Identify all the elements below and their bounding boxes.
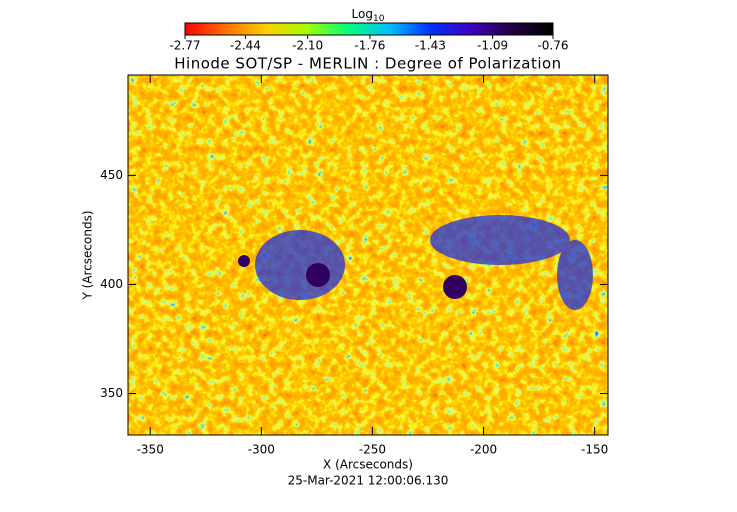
image-area	[128, 75, 608, 435]
colorbar-tick-label: -2.44	[230, 39, 261, 53]
region-blob	[557, 240, 593, 310]
colorbar-tick-label: -1.09	[477, 39, 508, 53]
colorbar-tick-label: -2.77	[169, 39, 200, 53]
colorbar-label-sub: 10	[373, 14, 385, 24]
y-axis-label: Y (Arcseconds)	[81, 210, 95, 300]
region-blob	[430, 215, 570, 265]
colorbar-label-main: Log	[352, 7, 373, 21]
x-tick-label: -350	[137, 443, 164, 457]
colorbar-tick-label: -0.76	[537, 39, 568, 53]
colorbar	[184, 22, 554, 36]
y-tick-label: 350	[100, 386, 123, 400]
date-label: 25-Mar-2021 12:00:06.130	[288, 474, 449, 488]
x-tick-label: -150	[581, 443, 608, 457]
region-blob	[255, 230, 345, 300]
colorbar-tick-label: -2.10	[292, 39, 323, 53]
x-axis-label: X (Arcseconds)	[323, 458, 413, 472]
sunspot	[306, 263, 330, 287]
colorbar-tick-label: -1.76	[354, 39, 385, 53]
x-tick-label: -300	[248, 443, 275, 457]
sunspot	[238, 255, 250, 267]
x-tick-label: -200	[470, 443, 497, 457]
x-tick-label: -250	[359, 443, 386, 457]
sunspot	[443, 275, 467, 299]
colorbar-label: Log10	[352, 7, 385, 24]
y-tick-label: 400	[100, 277, 123, 291]
colorbar-tick-label: -1.43	[415, 39, 446, 53]
y-tick-label: 450	[100, 168, 123, 182]
chart-title: Hinode SOT/SP - MERLIN : Degree of Polar…	[174, 55, 561, 73]
plot-frame	[127, 74, 609, 436]
